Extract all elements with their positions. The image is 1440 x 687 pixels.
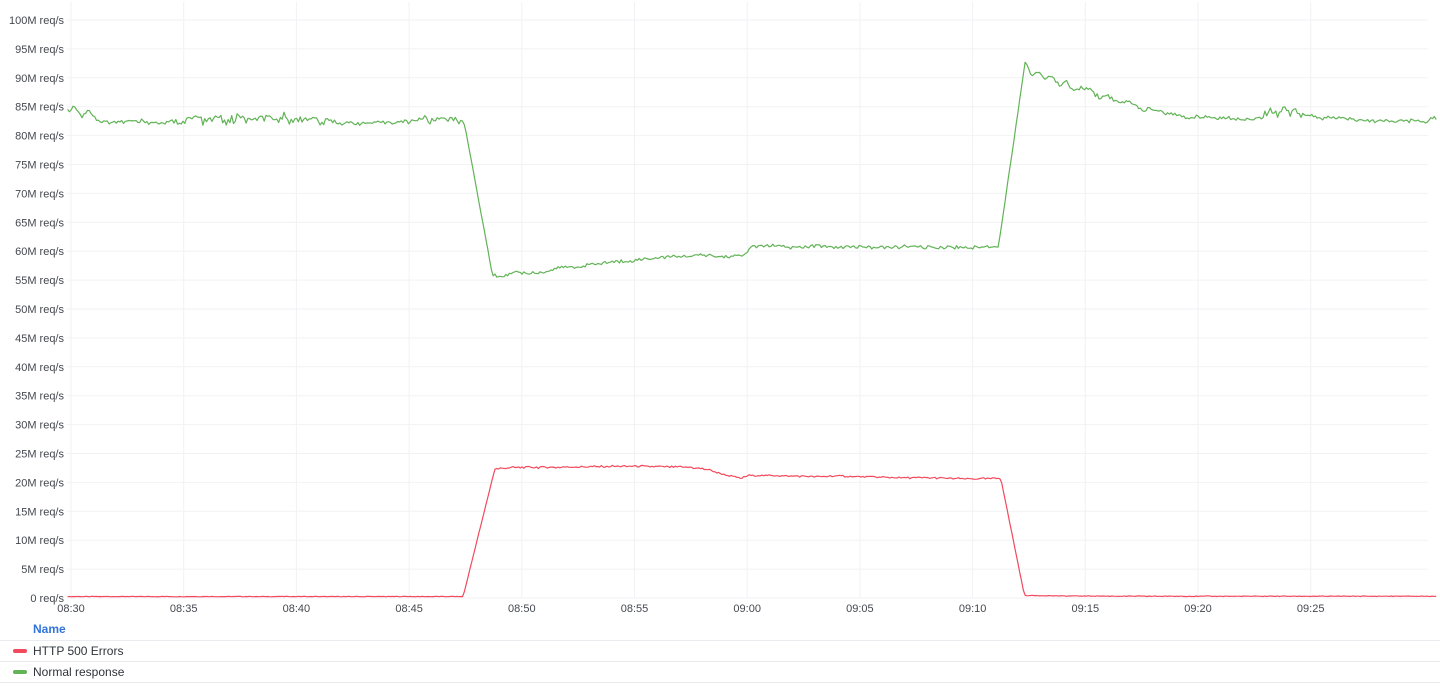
legend-table: Name HTTP 500 Errors Normal response [0,620,1440,683]
x-axis-tick-label: 08:50 [508,603,536,615]
y-axis-tick-label: 50M req/s [15,304,64,316]
y-axis-tick-label: 10M req/s [15,535,64,547]
x-axis-tick-label: 08:35 [170,603,198,615]
legend-rows: HTTP 500 Errors Normal response [0,640,1440,683]
time-series-chart[interactable]: 0 req/s 5M req/s 10M req/s 15M req/s 20M req… [0,0,1440,618]
x-axis-labels: 08:30 08:35 08:40 08:45 08:50 08:55 09:00 09:05… [57,603,1324,615]
y-axis-tick-label: 0 req/s [30,593,64,605]
y-axis-tick-label: 15M req/s [15,506,64,518]
x-axis-tick-label: 09:20 [1184,603,1212,615]
y-axis-tick-label: 5M req/s [21,564,64,576]
y-axis-tick-label: 30M req/s [15,420,64,432]
y-axis-tick-label: 45M req/s [15,333,64,345]
legend-header-row: Name [0,620,1440,640]
y-axis-tick-label: 95M req/s [15,44,64,56]
y-axis-tick-label: 100M req/s [9,15,65,27]
y-axis-tick-label: 55M req/s [15,275,64,287]
y-axis-tick-label: 65M req/s [15,217,64,229]
y-axis-tick-label: 85M req/s [15,102,64,114]
series-line-normal-response [67,61,1437,278]
y-axis-tick-label: 75M req/s [15,160,64,172]
y-axis-tick-label: 90M req/s [15,73,64,85]
x-axis-tick-label: 09:00 [733,603,761,615]
vertical-gridlines [70,2,1312,598]
x-axis-tick-label: 08:40 [283,603,311,615]
legend-row[interactable]: HTTP 500 Errors [0,640,1440,661]
x-axis-tick-label: 09:05 [846,603,874,615]
series-color-dash-icon [13,670,27,674]
y-axis-tick-label: 80M req/s [15,131,64,143]
y-axis-tick-label: 60M req/s [15,246,64,258]
legend-column-header-name[interactable]: Name [33,622,66,636]
y-axis-tick-label: 40M req/s [15,362,64,374]
x-axis-tick-label: 09:25 [1297,603,1325,615]
y-axis-tick-label: 70M req/s [15,188,64,200]
x-axis-tick-label: 09:10 [959,603,987,615]
x-axis-tick-label: 09:15 [1072,603,1100,615]
y-axis-tick-label: 35M req/s [15,391,64,403]
y-axis-tick-label: 20M req/s [15,477,64,489]
x-axis-tick-label: 08:55 [621,603,649,615]
x-axis-tick-label: 08:45 [395,603,423,615]
x-axis-tick-label: 08:30 [57,603,85,615]
series-line-http-500-errors [67,464,1437,598]
legend-row[interactable]: Normal response [0,661,1440,683]
y-axis-labels: 0 req/s 5M req/s 10M req/s 15M req/s 20M req… [9,15,65,605]
series-color-dash-icon [13,649,27,653]
y-axis-tick-label: 25M req/s [15,449,64,461]
series-lines [67,61,1437,598]
legend-series-label[interactable]: HTTP 500 Errors [33,644,124,658]
legend-series-label[interactable]: Normal response [33,665,125,679]
